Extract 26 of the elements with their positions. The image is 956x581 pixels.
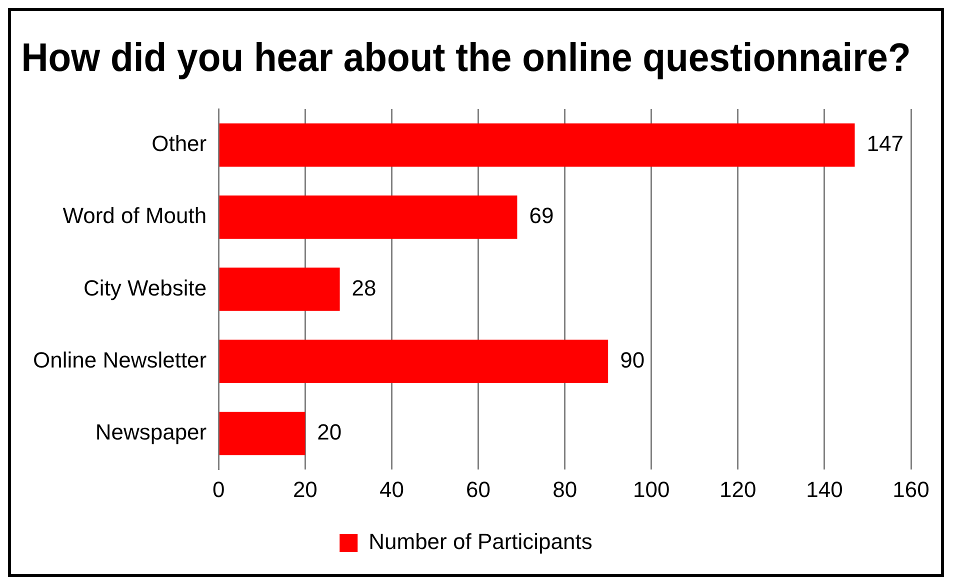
data-label: 20 <box>317 420 342 445</box>
data-label: 147 <box>866 131 904 156</box>
bar <box>219 412 306 456</box>
bar <box>219 123 855 167</box>
x-tick-label: 100 <box>633 476 670 502</box>
y-tick-label: City Website <box>84 275 207 300</box>
x-tick-label: 140 <box>806 476 843 502</box>
y-tick-label: Online Newsletter <box>32 347 207 372</box>
chart-title: How did you hear about the online questionnaire? <box>21 36 911 80</box>
x-tick-label: 80 <box>552 476 578 502</box>
x-tick-label: 120 <box>720 476 756 502</box>
data-label: 28 <box>352 275 376 300</box>
x-tick-label: 20 <box>292 476 318 502</box>
y-tick-label: Newspaper <box>95 420 207 445</box>
bar <box>219 196 518 239</box>
x-tick-label: 60 <box>466 476 491 502</box>
x-tick-label: 40 <box>379 476 404 502</box>
y-tick-label: Other <box>152 131 207 156</box>
data-label: 69 <box>529 203 554 228</box>
bar <box>219 340 608 384</box>
y-tick-label: Word of Mouth <box>62 203 207 228</box>
x-tick-label: 0 <box>212 476 225 502</box>
x-tick-label: 160 <box>892 476 930 502</box>
legend-label: Number of Participants <box>368 529 592 554</box>
data-label: 90 <box>620 347 645 372</box>
bar <box>219 268 340 311</box>
